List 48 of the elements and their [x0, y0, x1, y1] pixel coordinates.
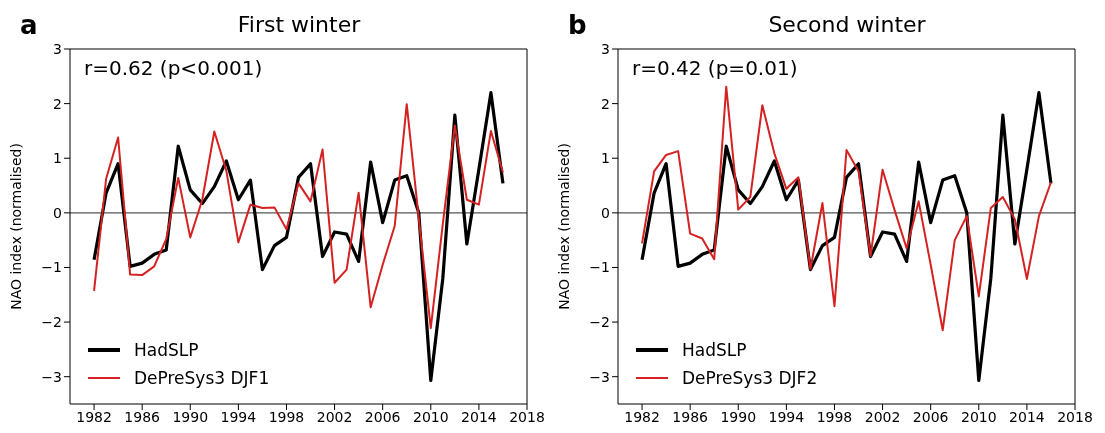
- line-series: [641, 85, 1052, 332]
- chart-title: Second winter: [767, 12, 927, 37]
- x-tick-label: 2018: [1057, 408, 1093, 425]
- x-tick-label: 1994: [768, 408, 805, 425]
- x-tick-label: 1994: [220, 408, 257, 425]
- x-tick-label: 2018: [509, 408, 545, 425]
- x-tick-label: 2010: [412, 408, 449, 425]
- y-tick-label: 2: [601, 95, 610, 112]
- y-tick-label: −2: [589, 314, 610, 331]
- y-tick-label: −3: [41, 368, 62, 385]
- legend-label: DePreSys3 DJF1: [134, 367, 270, 390]
- y-tick-label: 1: [601, 150, 610, 167]
- line-series: [93, 103, 504, 330]
- x-tick-label: 1986: [672, 408, 709, 425]
- chart-title: First winter: [236, 12, 362, 37]
- y-tick-label: −1: [589, 259, 610, 276]
- legend-label: HadSLP: [134, 339, 199, 362]
- annotation: r=0.42 (p=0.01): [632, 56, 798, 80]
- y-tick-label: 3: [601, 40, 610, 57]
- y-tick-label: 2: [53, 95, 62, 112]
- y-axis-title: NAO index (normalised): [7, 143, 24, 310]
- x-tick-label: 1998: [816, 408, 853, 425]
- y-tick-label: 0: [53, 204, 62, 221]
- y-tick-label: 1: [53, 150, 62, 167]
- x-tick-label: 2006: [912, 408, 949, 425]
- text: b: [568, 10, 587, 40]
- annotation: r=0.62 (p<0.001): [84, 56, 263, 80]
- x-tick-label: 2014: [461, 408, 497, 425]
- y-tick-label: −1: [41, 259, 62, 276]
- x-tick-label: 2002: [864, 408, 901, 425]
- legend-label: HadSLP: [682, 339, 747, 362]
- y-axis-title: NAO index (normalised): [555, 143, 572, 310]
- y-tick-label: 0: [601, 204, 610, 221]
- y-tick-label: −3: [589, 368, 610, 385]
- text: a: [20, 10, 38, 40]
- x-tick-label: 1982: [624, 408, 660, 425]
- y-tick-label: 3: [53, 40, 62, 57]
- legend-label: DePreSys3 DJF2: [682, 367, 818, 390]
- x-tick-label: 2006: [364, 408, 401, 425]
- x-tick-label: 1998: [268, 408, 305, 425]
- x-tick-label: 1990: [720, 408, 757, 425]
- y-tick-label: −2: [41, 314, 62, 331]
- x-tick-label: 1982: [76, 408, 112, 425]
- x-tick-label: 2010: [960, 408, 997, 425]
- x-tick-label: 1990: [172, 408, 209, 425]
- x-tick-label: 1986: [124, 408, 161, 425]
- x-tick-label: 2014: [1009, 408, 1045, 425]
- x-tick-label: 2002: [316, 408, 353, 425]
